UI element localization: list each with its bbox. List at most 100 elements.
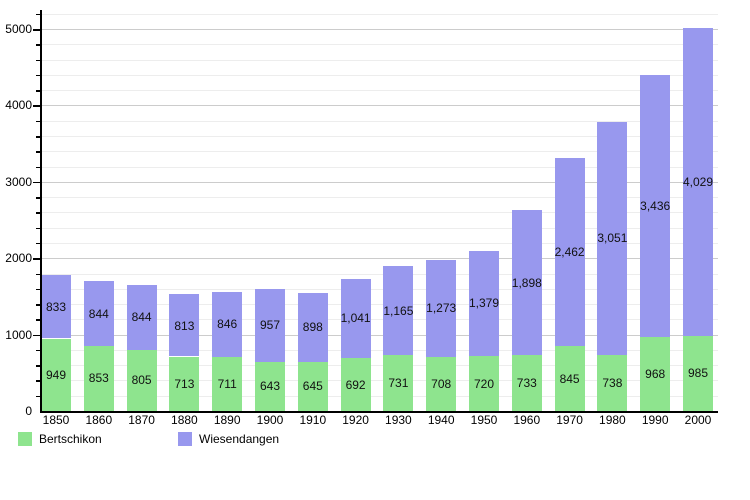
- y-tick-major: [33, 105, 40, 107]
- legend-swatch-bertschikon: [18, 432, 32, 446]
- x-tick-label: 1990: [641, 413, 669, 427]
- bar-segment-bertschikon: [469, 356, 499, 411]
- bar-segment-bertschikon: [597, 354, 628, 411]
- y-tick-minor: [36, 151, 40, 153]
- bar-value-bertschikon: 805: [131, 373, 152, 388]
- gridline-minor: [41, 349, 718, 351]
- gridline-minor: [41, 120, 718, 122]
- y-tick-minor: [36, 304, 40, 306]
- gridline-minor: [41, 90, 718, 92]
- gridline-minor: [41, 304, 718, 305]
- bar-value-wiesendangen: 846: [217, 317, 238, 332]
- bar-segment-wiesendangen: [597, 121, 628, 355]
- bar-value-bertschikon: 853: [88, 371, 109, 386]
- legend-label-bertschikon: Bertschikon: [39, 432, 102, 446]
- bar-segment-wiesendangen: [340, 278, 371, 359]
- bar-value-wiesendangen: 844: [131, 310, 152, 325]
- bar-segment-wiesendangen: [41, 274, 71, 339]
- y-tick-minor: [36, 227, 40, 230]
- bar-segment-wiesendangen: [212, 292, 243, 357]
- y-tick-minor: [36, 120, 40, 123]
- gridline-major: [41, 181, 718, 183]
- gridline-minor: [41, 242, 718, 244]
- bar-value-wiesendangen: 813: [174, 318, 195, 333]
- y-tick-label: 5000: [5, 22, 32, 36]
- bar-segment-wiesendangen: [83, 281, 114, 346]
- bar-segment-wiesendangen: [683, 27, 713, 336]
- bar-segment-wiesendangen: [554, 158, 585, 347]
- gridline-minor: [41, 380, 718, 382]
- x-tick-label: 1980: [599, 413, 626, 427]
- gridline-minor: [41, 273, 718, 275]
- bar-segment-bertschikon: [212, 356, 243, 411]
- bar-value-bertschikon: 968: [645, 367, 666, 381]
- bar-value-wiesendangen: 1,165: [383, 303, 414, 318]
- bar-segment-wiesendangen: [297, 293, 328, 362]
- bar-segment-wiesendangen: [126, 285, 157, 350]
- x-tick-label: 1930: [385, 413, 412, 427]
- y-tick-label: 2000: [5, 251, 32, 266]
- gridline-major: [41, 105, 718, 107]
- bar-value-wiesendangen: 1,379: [468, 296, 500, 311]
- y-tick-minor: [36, 74, 40, 77]
- bar-segment-bertschikon: [426, 356, 457, 411]
- bar-segment-wiesendangen: [169, 294, 200, 357]
- gridline-minor: [41, 13, 718, 15]
- y-tick-minor: [36, 380, 40, 382]
- bar-segment-bertschikon: [383, 355, 414, 411]
- bar-segment-bertschikon: [126, 349, 157, 411]
- bar-segment-bertschikon: [340, 358, 371, 411]
- y-tick-label: 1000: [5, 327, 32, 342]
- bar-value-bertschikon: 733: [516, 376, 537, 390]
- x-tick-label: 1870: [128, 413, 155, 427]
- y-tick-minor: [36, 212, 40, 214]
- y-tick-major: [33, 181, 40, 184]
- y-tick-label: 3000: [5, 174, 32, 189]
- bar-value-bertschikon: 720: [473, 376, 495, 391]
- y-tick-minor: [36, 136, 40, 138]
- bar-segment-bertschikon: [297, 361, 328, 411]
- x-tick-label: 1940: [427, 413, 455, 427]
- x-tick-label: 2000: [684, 413, 712, 427]
- y-tick-minor: [36, 288, 40, 291]
- gridline-minor: [41, 136, 718, 137]
- bar-value-wiesendangen: 1,898: [511, 275, 542, 290]
- y-tick-minor: [36, 242, 40, 245]
- bar-value-wiesendangen: 3,051: [597, 231, 628, 246]
- y-axis-line: [40, 10, 42, 413]
- bar-value-wiesendangen: 2,462: [554, 245, 585, 260]
- bar-value-wiesendangen: 844: [88, 306, 109, 321]
- bar-segment-bertschikon: [169, 356, 200, 411]
- x-tick-label: 1850: [42, 413, 70, 427]
- gridline-major: [41, 334, 718, 336]
- bar-segment-wiesendangen: [255, 288, 285, 362]
- bar-value-wiesendangen: 957: [259, 318, 281, 333]
- bar-segment-wiesendangen: [383, 266, 414, 356]
- y-tick-minor: [36, 166, 40, 168]
- y-tick-minor: [36, 197, 40, 199]
- x-tick-label: 1970: [556, 413, 583, 427]
- bar-segment-wiesendangen: [426, 259, 457, 357]
- bar-segment-wiesendangen: [511, 210, 542, 355]
- gridline-minor: [41, 197, 718, 199]
- y-tick-minor: [36, 273, 40, 275]
- x-tick-label: 1910: [299, 413, 327, 427]
- x-axis-line: [40, 411, 718, 413]
- y-tick-minor: [36, 349, 40, 352]
- bar-segment-bertschikon: [511, 355, 542, 411]
- bar-segment-bertschikon: [83, 345, 114, 411]
- bar-value-bertschikon: 845: [559, 371, 580, 386]
- bar-segment-wiesendangen: [640, 74, 671, 337]
- bar-value-wiesendangen: 1,273: [426, 301, 457, 316]
- bar-value-wiesendangen: 833: [45, 299, 67, 314]
- bar-value-bertschikon: 643: [259, 379, 281, 394]
- bar-value-bertschikon: 692: [345, 377, 366, 392]
- bar-value-wiesendangen: 3,436: [640, 198, 671, 213]
- x-tick-label: 1950: [470, 413, 498, 427]
- bar-value-bertschikon: 708: [431, 377, 452, 391]
- y-tick-major: [33, 258, 40, 260]
- bar-value-bertschikon: 645: [302, 379, 323, 394]
- x-tick-label: 1860: [85, 413, 113, 427]
